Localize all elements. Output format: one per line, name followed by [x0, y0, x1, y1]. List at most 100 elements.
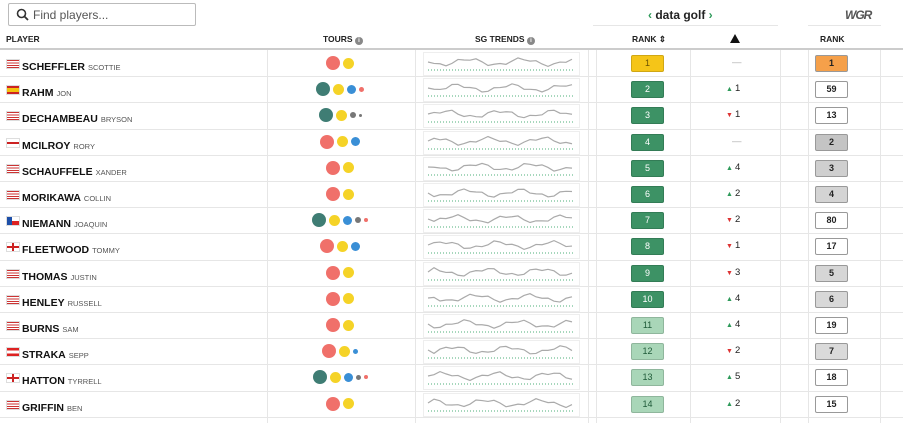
- first-name: SAM: [62, 325, 79, 334]
- wgr-rank: 18: [815, 369, 848, 387]
- flag: [6, 85, 20, 96]
- flag: [6, 190, 20, 200]
- dg-rank: 3: [631, 107, 664, 125]
- wgr-rank: 6: [815, 290, 848, 308]
- change-arrow: ▲: [726, 400, 733, 408]
- change-value: 4: [734, 319, 741, 330]
- player-name: RAHM JON: [22, 83, 72, 101]
- tour-dot: [343, 398, 354, 410]
- brand-underline: [593, 25, 778, 26]
- player-name: BURNS SAM: [22, 319, 79, 337]
- wgr-rank: 80: [815, 212, 848, 230]
- last-name: MCILROY: [22, 139, 71, 152]
- tour-dot: [343, 57, 354, 69]
- dg-rank: 6: [631, 186, 664, 203]
- tour-dot: [320, 134, 334, 149]
- tour-dot: [349, 112, 356, 119]
- search-icon: [16, 8, 29, 21]
- col-tours-text: TOURS: [323, 34, 353, 44]
- tour-dot: [322, 344, 336, 359]
- flag: [6, 111, 20, 122]
- rank-change: ▼ 2: [726, 345, 740, 356]
- rank-change: ▲ 4: [726, 162, 740, 173]
- row-rule: [0, 390, 903, 392]
- col-player: PLAYER: [6, 34, 40, 44]
- sg-trend: [423, 340, 580, 365]
- col-wgr-rank: RANK: [820, 34, 845, 44]
- player-row[interactable]: SCHEFFLER SCOTTIE 1 — 1: [0, 50, 903, 76]
- player-row[interactable]: MORIKAWA COLLIN 6 ▲ 2 4: [0, 181, 903, 207]
- player-row[interactable]: HATTON TYRRELL 13 ▲ 5 18: [0, 364, 903, 391]
- change-arrow: ▲: [726, 322, 733, 329]
- col-trends-text: SG TRENDS: [475, 34, 525, 44]
- row-rule: [0, 76, 903, 78]
- player-row[interactable]: DECHAMBEAU BRYSON 3 ▼ 1 13: [0, 102, 903, 129]
- player-row[interactable]: FLEETWOOD TOMMY 8 ▼ 1 17: [0, 233, 903, 260]
- player-row[interactable]: NIEMANN JOAQUIN 7 ▼ 2 80: [0, 207, 903, 234]
- player-name: HENLEY RUSSELL: [22, 293, 102, 311]
- player-name: NIEMANN JOAQUIN: [22, 214, 107, 232]
- first-name: RORY: [73, 141, 95, 151]
- first-name: TOMMY: [92, 246, 120, 256]
- change-value: —: [732, 57, 742, 68]
- sg-trend: [423, 261, 580, 286]
- change-arrow: ▲: [726, 86, 733, 94]
- column-rule: [808, 50, 809, 423]
- tour-dot: [326, 187, 340, 201]
- rank-change: ▼ 1: [726, 109, 740, 120]
- col-dg-rank[interactable]: RANK ⇕: [632, 34, 667, 44]
- rank-change: ▲ 2: [726, 398, 740, 409]
- rank-change: ▼ 3: [726, 267, 740, 278]
- player-row[interactable]: RAHM JON 2 ▲ 1 59: [0, 76, 903, 103]
- change-arrow: ▲: [726, 164, 733, 172]
- rank-change: ▼ 2: [726, 214, 740, 225]
- col-trends: SG TRENDS i: [475, 34, 535, 45]
- wgr-rank: 4: [815, 186, 848, 203]
- tour-dot: [318, 108, 333, 123]
- player-name: SCHEFFLER SCOTTIE: [22, 57, 121, 75]
- search-box[interactable]: Find players...: [8, 3, 196, 26]
- tour-dot: [329, 371, 341, 383]
- tour-dot: [343, 215, 352, 225]
- player-row[interactable]: GRIFFIN BEN 14 ▲ 2 15: [0, 391, 903, 417]
- tour-dot: [337, 240, 348, 252]
- tour-dot: [326, 318, 340, 332]
- tour-dot: [329, 214, 340, 226]
- last-name: FLEETWOOD: [22, 244, 90, 257]
- brand[interactable]: ‹ data golf ›: [648, 8, 713, 22]
- player-row[interactable]: MCILROY RORY 4 — 2: [0, 129, 903, 155]
- first-name: SCOTTIE: [88, 63, 121, 72]
- first-name: COLLIN: [83, 194, 112, 203]
- player-row[interactable]: THOMAS JUSTIN 9 ▼ 3 5: [0, 260, 903, 286]
- player-row[interactable]: HENLEY RUSSELL 10 ▲ 4 6: [0, 286, 903, 312]
- player-row[interactable]: BURNS SAM 11 ▲ 4 19: [0, 312, 903, 338]
- last-name: SCHEFFLER: [22, 61, 85, 73]
- column-rule: [588, 50, 589, 423]
- change-arrow: ▼: [726, 112, 733, 120]
- player-row[interactable]: STRAKA SEPP 12 ▼ 2 7: [0, 338, 903, 365]
- sg-trend: [423, 130, 580, 155]
- sg-trend: [423, 183, 580, 207]
- tour-dot: [326, 160, 340, 175]
- tour-dot: [343, 293, 354, 305]
- dg-rank: 7: [631, 212, 664, 230]
- flag: [6, 59, 20, 69]
- player-row[interactable]: SCHAUFFELE XANDER 5 ▲ 4 3: [0, 155, 903, 181]
- first-name: SEPP: [68, 351, 89, 361]
- sg-trend: [423, 52, 580, 76]
- rank-change: —: [732, 136, 742, 147]
- row-rule: [0, 207, 903, 209]
- last-name: NIEMANN: [22, 218, 71, 231]
- player-name: GRIFFIN BEN: [22, 398, 82, 416]
- column-rule: [690, 50, 691, 423]
- col-change[interactable]: [730, 34, 740, 43]
- row-rule: [0, 312, 903, 313]
- flag: [6, 321, 20, 331]
- tour-dot: [343, 267, 354, 279]
- sg-trend: [423, 78, 580, 103]
- tour-dot: [320, 239, 334, 254]
- change-value: 1: [734, 83, 741, 95]
- player-name: HATTON TYRRELL: [22, 371, 102, 389]
- first-name: JON: [56, 89, 72, 99]
- last-name: SCHAUFFELE: [22, 165, 93, 178]
